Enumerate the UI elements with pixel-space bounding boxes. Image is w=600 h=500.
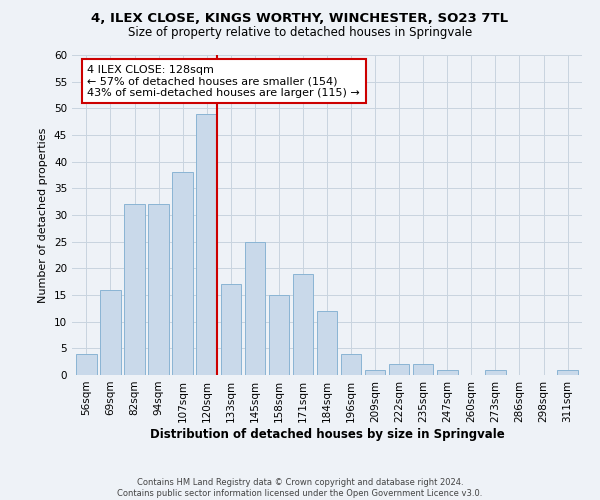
Text: 4 ILEX CLOSE: 128sqm
← 57% of detached houses are smaller (154)
43% of semi-deta: 4 ILEX CLOSE: 128sqm ← 57% of detached h…: [88, 64, 360, 98]
Bar: [172, 172, 193, 375]
X-axis label: Distribution of detached houses by size in Springvale: Distribution of detached houses by size …: [149, 428, 505, 440]
Y-axis label: Number of detached properties: Number of detached properties: [38, 128, 49, 302]
Bar: [485, 370, 506, 375]
Bar: [148, 204, 169, 375]
Text: 4, ILEX CLOSE, KINGS WORTHY, WINCHESTER, SO23 7TL: 4, ILEX CLOSE, KINGS WORTHY, WINCHESTER,…: [91, 12, 509, 26]
Bar: [365, 370, 385, 375]
Bar: [341, 354, 361, 375]
Bar: [413, 364, 433, 375]
Text: Contains HM Land Registry data © Crown copyright and database right 2024.
Contai: Contains HM Land Registry data © Crown c…: [118, 478, 482, 498]
Bar: [124, 204, 145, 375]
Bar: [437, 370, 458, 375]
Bar: [221, 284, 241, 375]
Bar: [245, 242, 265, 375]
Bar: [557, 370, 578, 375]
Bar: [196, 114, 217, 375]
Bar: [389, 364, 409, 375]
Bar: [100, 290, 121, 375]
Bar: [76, 354, 97, 375]
Bar: [293, 274, 313, 375]
Bar: [317, 311, 337, 375]
Text: Size of property relative to detached houses in Springvale: Size of property relative to detached ho…: [128, 26, 472, 39]
Bar: [269, 295, 289, 375]
